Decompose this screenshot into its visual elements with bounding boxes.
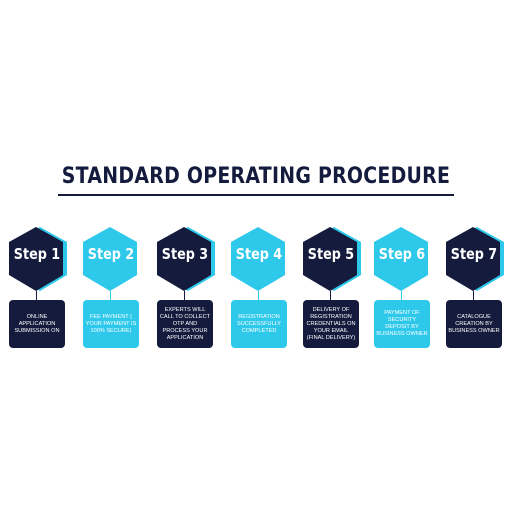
step-4: Step 4 REGISTRATION SUCCESSFULLY COMPLET… [225,225,293,350]
step-3-label: Step 3 [161,245,209,263]
step-2: Step 2 FEE PAYMENT ( YOUR PAYMENT IS 100… [77,225,145,350]
step-7-hexagon-icon [440,225,508,293]
step-7-description: CATALOGUE CREATION BY BUSINESS OWNER [448,313,500,334]
step-3-description: EXPERTS WILL CALL TO COLLECT OTP AND PRO… [159,306,211,341]
step-4-label: Step 4 [235,245,283,263]
step-5-description: DELIVERY OF REGISTRATION CREDENTIALS ON … [306,306,356,341]
step-1-connector [36,291,37,301]
step-6: Step 6 PAYMENT OF SECURITY DEPOSIT BY BU… [368,225,436,350]
step-7-label: Step 7 [450,245,498,263]
step-2-connector [110,291,111,301]
title-underline [58,194,454,196]
step-5-box: DELIVERY OF REGISTRATION CREDENTIALS ON … [303,300,359,348]
step-6-description: PAYMENT OF SECURITY DEPOSIT BY BUSINESS … [376,310,428,337]
step-7-connector [473,291,474,301]
step-5-hexagon-icon [297,225,365,293]
step-5-label: Step 5 [307,245,355,263]
step-6-label: Step 6 [378,245,426,263]
step-4-description: REGISTRATION SUCCESSFULLY COMPLETED [236,313,282,334]
step-1-label: Step 1 [13,245,61,263]
step-7: Step 7 CATALOGUE CREATION BY BUSINESS OW… [440,225,508,350]
step-2-box: FEE PAYMENT ( YOUR PAYMENT IS 100% SECUR… [83,300,139,348]
step-4-box: REGISTRATION SUCCESSFULLY COMPLETED [231,300,287,348]
step-1-box: ONLINE APPLICATION SUBMISSION ON [9,300,65,348]
step-3-hexagon-icon [151,225,219,293]
step-2-hexagon-icon [77,225,145,293]
step-1-hexagon-icon [3,225,71,293]
step-3-connector [184,291,185,301]
step-2-label: Step 2 [87,245,135,263]
step-3: Step 3 EXPERTS WILL CALL TO COLLECT OTP … [151,225,219,350]
step-7-box: CATALOGUE CREATION BY BUSINESS OWNER [446,300,502,348]
step-2-description: FEE PAYMENT ( YOUR PAYMENT IS 100% SECUR… [85,313,137,334]
step-4-hexagon-icon [225,225,293,293]
step-4-connector [258,291,259,301]
step-5: Step 5 DELIVERY OF REGISTRATION CREDENTI… [297,225,365,350]
step-5-connector [330,291,331,301]
step-1-description: ONLINE APPLICATION SUBMISSION ON [14,313,60,334]
step-6-connector [401,291,402,301]
step-1: Step 1 ONLINE APPLICATION SUBMISSION ON [3,225,71,350]
step-6-box: PAYMENT OF SECURITY DEPOSIT BY BUSINESS … [374,300,430,348]
page-title: STANDARD OPERATING PROCEDURE [61,164,451,189]
step-3-box: EXPERTS WILL CALL TO COLLECT OTP AND PRO… [157,300,213,348]
step-6-hexagon-icon [368,225,436,293]
